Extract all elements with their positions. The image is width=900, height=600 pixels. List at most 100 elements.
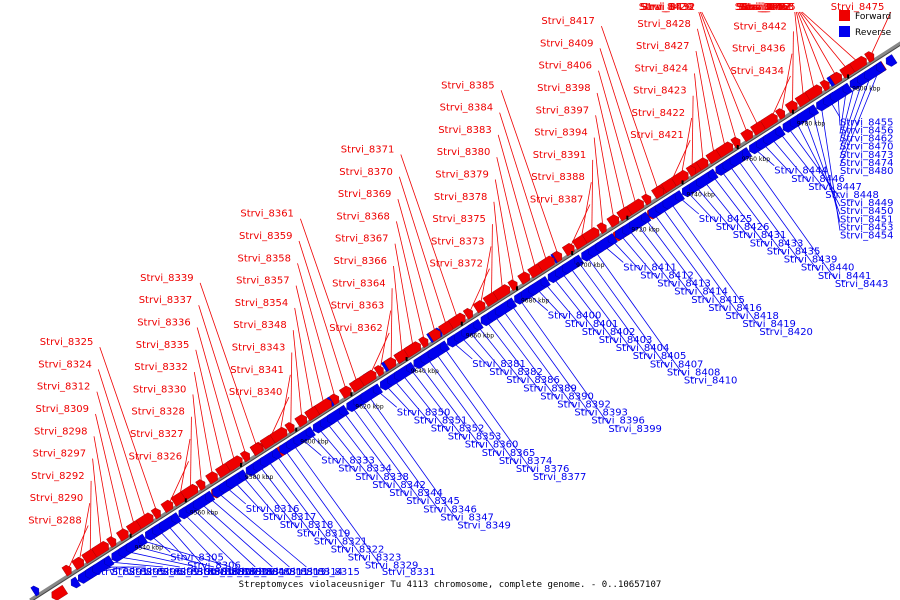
gene-label[interactable]: Strvi_8315	[306, 567, 360, 578]
gene-label[interactable]: Strvi_8301	[180, 567, 234, 578]
gene-label[interactable]: Strvi_8430	[640, 2, 694, 13]
gene-label[interactable]: Strvi_8446	[791, 174, 845, 185]
gene-label[interactable]: Strvi_8406	[539, 61, 593, 72]
gene-label[interactable]: Strvi_8435	[767, 247, 821, 258]
gene-label[interactable]: Strvi_8358	[238, 253, 292, 264]
gene-label[interactable]: Strvi_8309	[36, 404, 90, 415]
gene-label[interactable]: Strvi_8365	[482, 448, 536, 459]
gene-label[interactable]: Strvi_8434	[731, 66, 785, 77]
gene-label[interactable]: Strvi_8401	[565, 319, 619, 330]
gene-label[interactable]: Strvi_8316	[246, 504, 300, 515]
gene-label[interactable]: Strvi_8403	[599, 335, 653, 346]
gene-label[interactable]: Strvi_8339	[140, 273, 194, 284]
gene-label[interactable]: Strvi_8338	[355, 472, 409, 483]
gene-label[interactable]: Strvi_8353	[448, 432, 502, 443]
gene-label[interactable]: Strvi_8376	[516, 464, 570, 475]
gene-label[interactable]: Strvi_8387	[530, 195, 584, 206]
gene-label[interactable]: Strvi_8455	[840, 117, 894, 128]
gene-label[interactable]: Strvi_8297	[33, 449, 87, 460]
gene-label[interactable]: Strvi_8409	[540, 38, 594, 49]
gene-label[interactable]: Strvi_8364	[332, 278, 386, 289]
gene-label[interactable]: Strvi_8462	[840, 134, 894, 145]
gene-label[interactable]: Strvi_8449	[840, 198, 894, 209]
gene-label[interactable]: Strvi_8412	[640, 271, 694, 282]
gene-label[interactable]: Strvi_8379	[435, 170, 489, 181]
gene-label[interactable]: Strvi_8346	[423, 504, 477, 515]
gene-label[interactable]: Strvi_8359	[239, 231, 293, 242]
gene-label[interactable]: Strvi_8463	[741, 2, 795, 13]
gene-label[interactable]: Strvi_8357	[236, 276, 290, 287]
gene-label[interactable]: Strvi_8442	[733, 21, 787, 32]
gene-label[interactable]: Strvi_8321	[314, 536, 368, 547]
gene-label[interactable]: Strvi_8398	[537, 83, 591, 94]
gene-label[interactable]: Strvi_8351	[414, 415, 468, 426]
gene-label[interactable]: Strvi_8445	[735, 2, 789, 13]
gene-label[interactable]: Strvi_8451	[840, 214, 894, 225]
gene-label[interactable]: Strvi_8393	[574, 408, 628, 419]
gene-label[interactable]: Strvi_8348	[233, 320, 287, 331]
gene-label[interactable]: Strvi_8413	[657, 279, 711, 290]
gene-label[interactable]: Strvi_8377	[533, 472, 587, 483]
gene-label[interactable]: Strvi_8307	[204, 567, 258, 578]
gene-label[interactable]: Strvi_8374	[499, 456, 553, 467]
gene-label[interactable]: Strvi_8324	[38, 359, 92, 370]
gene-label[interactable]: Strvi_8400	[548, 311, 602, 322]
gene-label[interactable]: Strvi_8349	[457, 521, 511, 532]
gene-label[interactable]: Strvi_8361	[240, 209, 294, 220]
gene-label[interactable]: Strvi_8327	[130, 429, 184, 440]
gene-label[interactable]: Strvi_8456	[840, 126, 894, 137]
gene-label[interactable]: Strvi_8381	[472, 359, 526, 370]
gene-label[interactable]: Strvi_8411	[623, 262, 677, 273]
gene-label[interactable]: Strvi_8380	[437, 147, 491, 158]
gene-label[interactable]: Strvi_8465	[742, 2, 796, 13]
gene-label[interactable]: Strvi_8443	[835, 279, 889, 290]
gene-label[interactable]: Strvi_8414	[674, 287, 728, 298]
gene-label[interactable]: Strvi_8422	[632, 108, 686, 119]
gene-label[interactable]: Strvi_8480	[840, 166, 894, 177]
gene-label[interactable]: Strvi_8450	[840, 206, 894, 217]
gene-label[interactable]: Strvi_8344	[389, 488, 443, 499]
gene-label[interactable]: Strvi_8431	[733, 230, 787, 241]
gene-label[interactable]: Strvi_8323	[348, 553, 402, 564]
gene-label[interactable]: Strvi_8314	[289, 567, 343, 578]
gene-label[interactable]: Strvi_8418	[725, 311, 779, 322]
gene-label[interactable]: Strvi_8292	[31, 471, 85, 482]
gene-label[interactable]: Strvi_8389	[523, 383, 577, 394]
gene-label[interactable]: Strvi_8296	[129, 567, 183, 578]
gene-label[interactable]: Strvi_8332	[134, 362, 188, 373]
gene-label[interactable]: Strvi_8475	[831, 2, 885, 13]
gene-label[interactable]: Strvi_8394	[534, 128, 588, 139]
gene-label[interactable]: Strvi_8392	[557, 400, 611, 411]
gene-label[interactable]: Strvi_8407	[650, 359, 704, 370]
gene-label[interactable]: Strvi_8325	[40, 337, 94, 348]
gene-label[interactable]: Strvi_8433	[750, 238, 804, 249]
gene-label[interactable]: Strvi_8328	[131, 407, 185, 418]
gene-label[interactable]: Strvi_8360	[465, 440, 519, 451]
gene-label[interactable]: Strvi_8291	[95, 567, 149, 578]
gene-label[interactable]: Strvi_8350	[397, 407, 451, 418]
gene-label[interactable]: Strvi_8383	[438, 125, 492, 136]
gene-label[interactable]: Strvi_8373	[431, 236, 485, 247]
gene-label[interactable]: Strvi_8470	[840, 142, 894, 153]
gene-label[interactable]: Strvi_8299	[146, 567, 200, 578]
gene-label[interactable]: Strvi_8306	[187, 560, 241, 571]
gene-label[interactable]: Strvi_8405	[633, 351, 687, 362]
gene-label[interactable]: Strvi_8386	[506, 375, 560, 386]
gene-label[interactable]: Strvi_8313	[272, 567, 326, 578]
gene-label[interactable]: Strvi_8384	[440, 103, 494, 114]
gene-label[interactable]: Strvi_8427	[636, 41, 690, 52]
gene-label[interactable]: Strvi_8295	[112, 567, 166, 578]
gene-label[interactable]: Strvi_8428	[637, 19, 691, 30]
gene-label[interactable]: Strvi_8382	[489, 367, 543, 378]
gene-label[interactable]: Strvi_8420	[759, 327, 813, 338]
gene-label[interactable]: Strvi_8417	[541, 16, 595, 27]
gene-label[interactable]: Strvi_8474	[840, 158, 894, 169]
gene-label[interactable]: Strvi_8369	[338, 189, 392, 200]
gene-label[interactable]: Strvi_8390	[540, 391, 594, 402]
gene-label[interactable]: Strvi_8298	[34, 426, 88, 437]
gene-label[interactable]: Strvi_8342	[372, 480, 426, 491]
gene-label[interactable]: Strvi_8311	[255, 567, 309, 578]
gene-label[interactable]: Strvi_8363	[331, 301, 385, 312]
gene-label[interactable]: Strvi_8436	[732, 44, 786, 55]
gene-label[interactable]: Strvi_8336	[137, 318, 191, 329]
